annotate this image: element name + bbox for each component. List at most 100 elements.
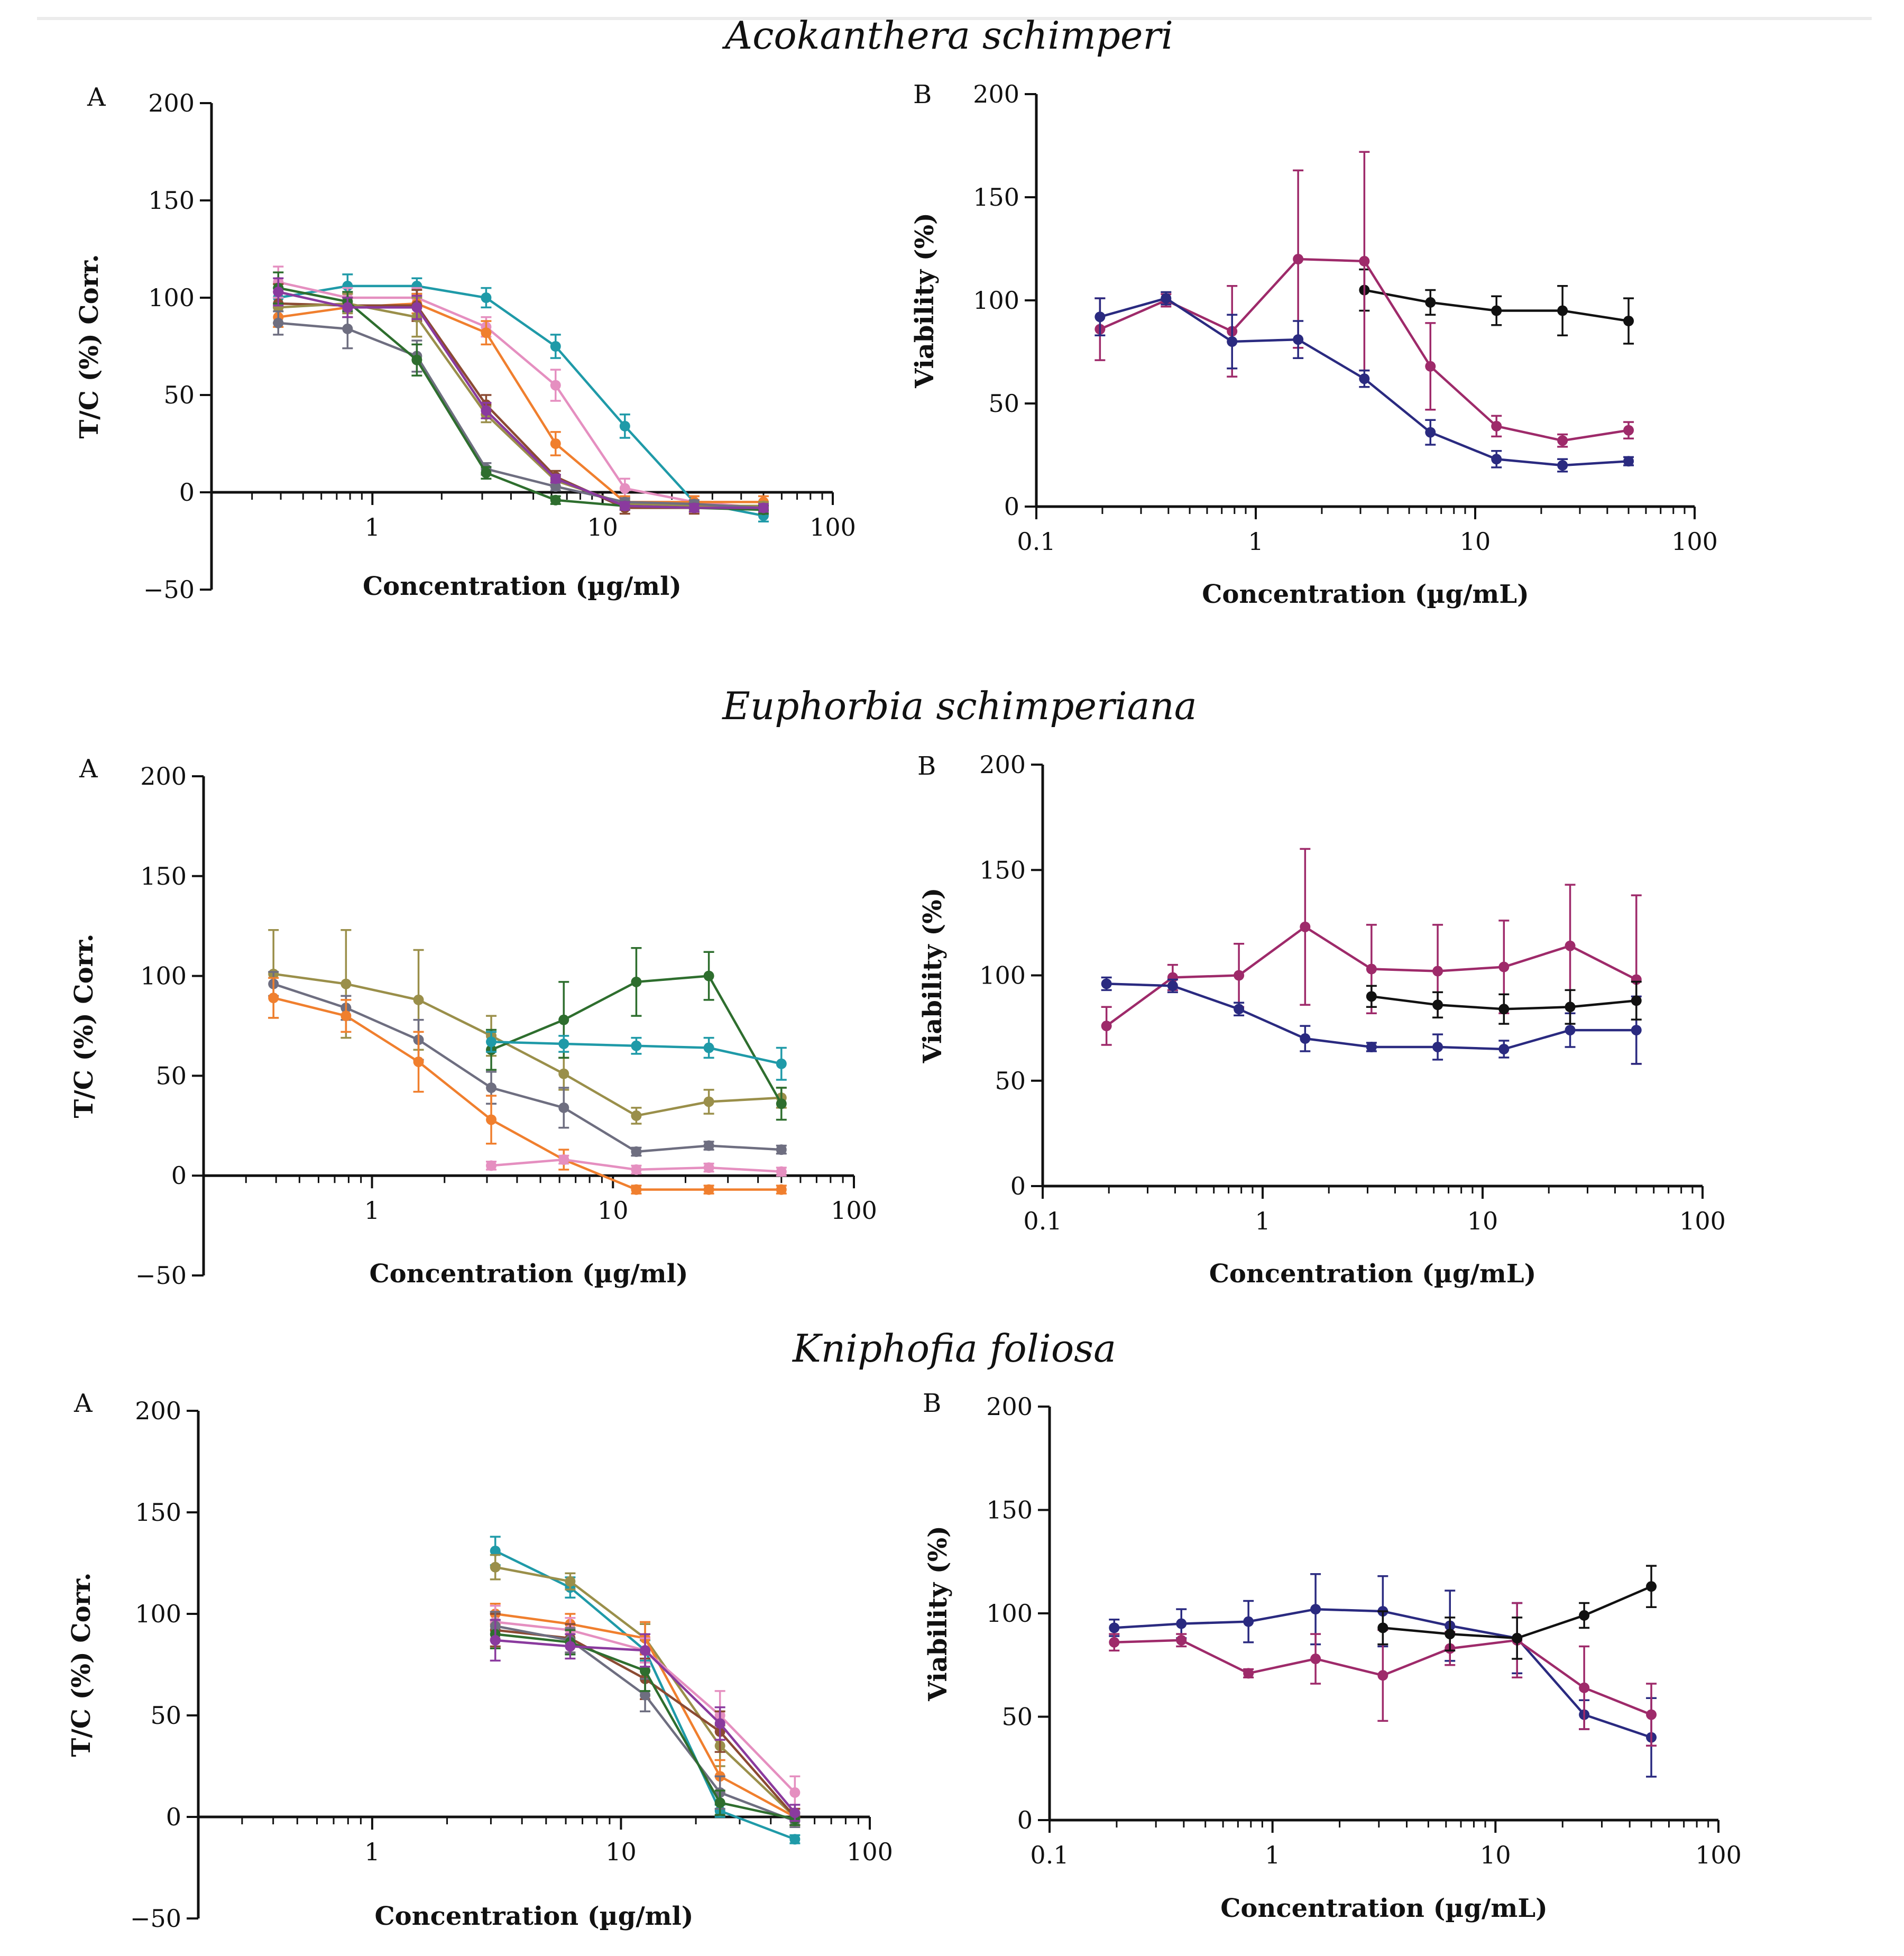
x-axis-title: Concentration (µg/mL) (1202, 580, 1529, 609)
data-point (490, 1562, 501, 1573)
data-point (1366, 991, 1377, 1002)
x-tick-label: 1 (365, 513, 380, 541)
series-navy (1094, 291, 1634, 473)
data-point (1491, 305, 1502, 316)
x-tick-label: 1 (364, 1838, 380, 1866)
data-point (1491, 454, 1502, 465)
data-point (703, 1042, 714, 1053)
data-point (1293, 334, 1304, 345)
x-tick-label: 10 (1467, 1207, 1498, 1235)
series-purple (273, 277, 769, 513)
data-point (1491, 420, 1502, 431)
data-point (1359, 373, 1370, 384)
x-axis-title: Concentration (µg/mL) (1220, 1894, 1548, 1923)
series-line (273, 982, 781, 1153)
series-dark-green (486, 947, 787, 1121)
data-point (1445, 1629, 1456, 1640)
data-point (550, 473, 561, 484)
y-tick-label: 100 (979, 961, 1026, 990)
chart-kniphofia-B: B 0 50 100 150 200 0.1 1 10 100 Concentration (µg/… (923, 1389, 1742, 1923)
x-tick-label: 100 (847, 1838, 893, 1866)
x-tick-label: 100 (810, 513, 856, 541)
data-point (565, 1641, 576, 1652)
data-point (273, 317, 284, 328)
x-tick-label: 10 (1480, 1841, 1511, 1869)
data-point (1293, 254, 1304, 264)
data-point (1646, 1709, 1657, 1720)
data-point (1432, 999, 1443, 1011)
data-point (1161, 293, 1172, 304)
data-point (342, 323, 353, 334)
y-tick-label: 200 (140, 762, 187, 791)
data-point (481, 467, 492, 479)
data-point (550, 341, 561, 352)
data-point (703, 1162, 714, 1173)
series-pink (486, 1154, 787, 1177)
x-tick-label: 100 (1671, 527, 1718, 556)
chart-euphorbia-B: B 0 50 100 150 200 0.1 1 10 100 Concentration (µg/… (917, 750, 1726, 1289)
panel-label: A (79, 754, 98, 784)
y-tick-label: −50 (143, 575, 195, 604)
series-teal (486, 1031, 787, 1081)
data-point (1227, 336, 1238, 347)
data-point (1623, 425, 1634, 436)
y-tick-label: 150 (135, 1498, 181, 1527)
y-tick-label: 50 (988, 389, 1019, 418)
data-point (1557, 305, 1568, 316)
x-axis-title: Concentration (µg/ml) (363, 572, 682, 601)
data-point (758, 502, 769, 513)
data-point (486, 1114, 497, 1125)
data-point (1425, 361, 1436, 372)
data-point (1176, 1618, 1187, 1629)
data-point (481, 405, 492, 416)
data-point (1377, 1622, 1388, 1633)
y-tick-label: 50 (1001, 1703, 1033, 1731)
panel-label: B (923, 1389, 941, 1418)
data-point (631, 1164, 642, 1175)
data-point (631, 1040, 642, 1051)
data-point (1243, 1616, 1254, 1627)
data-point (1243, 1668, 1254, 1679)
series-black (1377, 1565, 1657, 1660)
y-axis-title: Viability (%) (918, 888, 948, 1064)
y-tick-label: 50 (163, 381, 195, 409)
data-point (342, 302, 353, 313)
series-line (278, 302, 764, 508)
x-tick-label: 100 (1679, 1207, 1726, 1235)
x-axis-title: Concentration (µg/ml) (369, 1259, 688, 1289)
data-point (1359, 255, 1370, 267)
panel-label: A (73, 1389, 93, 1418)
data-point (619, 420, 630, 431)
chart-kniphofia-A: A −50 0 50 100 150 200 1 10 100 Concentration (µg/… (67, 1389, 893, 1933)
data-point (490, 1634, 501, 1646)
x-tick-label: 1 (1248, 527, 1263, 556)
data-point (413, 994, 424, 1005)
y-tick-label: 100 (140, 962, 187, 990)
series-line (278, 302, 764, 503)
data-point (1101, 978, 1112, 989)
series-magenta (1101, 848, 1642, 1065)
data-point (1300, 1033, 1311, 1044)
y-axis-title: T/C (%) Corr. (67, 1572, 96, 1757)
y-tick-label: 150 (986, 1496, 1033, 1525)
data-point (631, 1110, 642, 1121)
data-point (1167, 980, 1178, 991)
data-point (714, 1718, 725, 1729)
y-tick-label: −50 (135, 1261, 187, 1290)
data-point (558, 1154, 569, 1165)
data-point (268, 993, 279, 1004)
data-point (619, 483, 630, 494)
data-point (273, 286, 284, 297)
y-tick-label: 150 (973, 183, 1019, 212)
data-point (776, 1098, 787, 1109)
data-point (1565, 1002, 1576, 1013)
data-point (481, 292, 492, 303)
series-gray (273, 308, 769, 513)
data-point (1300, 921, 1311, 932)
data-point (1109, 1637, 1120, 1648)
y-tick-label: 50 (150, 1701, 181, 1730)
data-point (1498, 1004, 1510, 1015)
x-tick-label: 1 (364, 1196, 380, 1225)
chart-acokanthera-A: A −50 0 50 100 150 200 1 10 100 Concentration (µg/… (75, 82, 856, 604)
data-point (703, 1140, 714, 1151)
